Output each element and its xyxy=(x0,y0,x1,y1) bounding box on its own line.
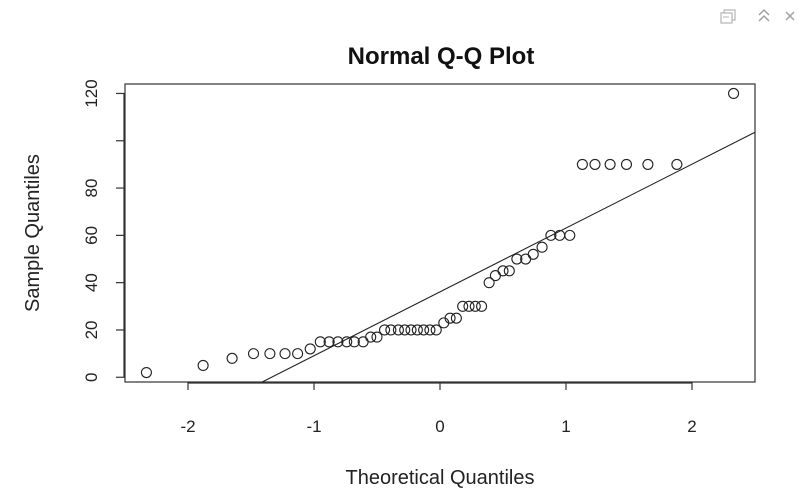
reference-line-layer xyxy=(261,131,756,383)
qq-reference-line xyxy=(261,131,756,383)
data-point xyxy=(226,352,238,364)
plot-frame xyxy=(124,83,756,383)
data-point xyxy=(536,241,548,253)
data-point xyxy=(392,324,404,336)
data-point xyxy=(323,336,335,348)
x-axis: -2 -1 0 1 2 xyxy=(180,382,697,436)
close-icon[interactable] xyxy=(780,6,800,26)
data-point xyxy=(379,324,391,336)
data-point xyxy=(489,270,501,282)
data-point xyxy=(411,324,423,336)
data-point xyxy=(589,158,601,170)
data-point xyxy=(527,248,539,260)
data-point xyxy=(457,300,469,312)
x-tick-label: -2 xyxy=(180,417,195,436)
data-point xyxy=(545,229,557,241)
y-tick-label: 40 xyxy=(82,273,101,292)
data-point xyxy=(399,324,411,336)
data-point xyxy=(264,348,276,360)
data-point xyxy=(424,324,436,336)
data-point xyxy=(292,348,304,360)
data-point xyxy=(418,324,430,336)
data-point xyxy=(671,158,683,170)
x-tick-label: 2 xyxy=(687,417,696,436)
y-axis-title: Sample Quantiles xyxy=(22,154,44,312)
data-point xyxy=(642,158,654,170)
data-point xyxy=(247,348,260,360)
x-tick-label: 0 xyxy=(435,417,444,436)
x-tick-label: 1 xyxy=(561,417,570,436)
x-axis-title: Theoretical Quantiles xyxy=(346,467,535,489)
data-point xyxy=(341,336,353,348)
data-point xyxy=(314,336,326,348)
data-point xyxy=(604,158,616,170)
y-tick-label: 60 xyxy=(82,226,101,245)
data-point xyxy=(503,265,515,277)
data-point xyxy=(511,253,523,265)
chart-title: Normal Q-Q Plot xyxy=(348,43,535,70)
y-tick-label: 120 xyxy=(82,79,101,107)
collapse-icon[interactable] xyxy=(754,6,774,26)
x-tick-label: -1 xyxy=(306,417,321,436)
y-tick-label: 80 xyxy=(82,179,101,198)
data-point xyxy=(497,265,509,277)
data-point xyxy=(348,336,360,348)
data-point xyxy=(430,324,442,336)
data-point xyxy=(140,366,152,379)
data-point xyxy=(405,324,417,336)
y-axis: 0 20 40 60 80 120 xyxy=(82,79,125,382)
data-point xyxy=(444,312,456,324)
data-point xyxy=(332,336,344,348)
data-point xyxy=(371,331,383,343)
data-point xyxy=(365,331,377,343)
popout-icon[interactable] xyxy=(718,6,738,26)
y-tick-label: 20 xyxy=(82,321,101,340)
data-point xyxy=(469,300,481,312)
data-point xyxy=(476,300,488,312)
data-point xyxy=(279,348,291,360)
data-point xyxy=(463,300,475,312)
data-point xyxy=(620,158,633,170)
data-point xyxy=(304,343,316,355)
data-point xyxy=(197,359,209,371)
y-tick-label: 0 xyxy=(82,373,101,382)
data-point xyxy=(483,277,495,289)
data-point xyxy=(564,229,576,241)
data-point xyxy=(385,324,397,336)
points-layer xyxy=(140,87,740,379)
data-point xyxy=(450,312,462,324)
data-point xyxy=(576,158,588,170)
data-point xyxy=(728,87,740,100)
pane-toolbar xyxy=(700,0,800,30)
